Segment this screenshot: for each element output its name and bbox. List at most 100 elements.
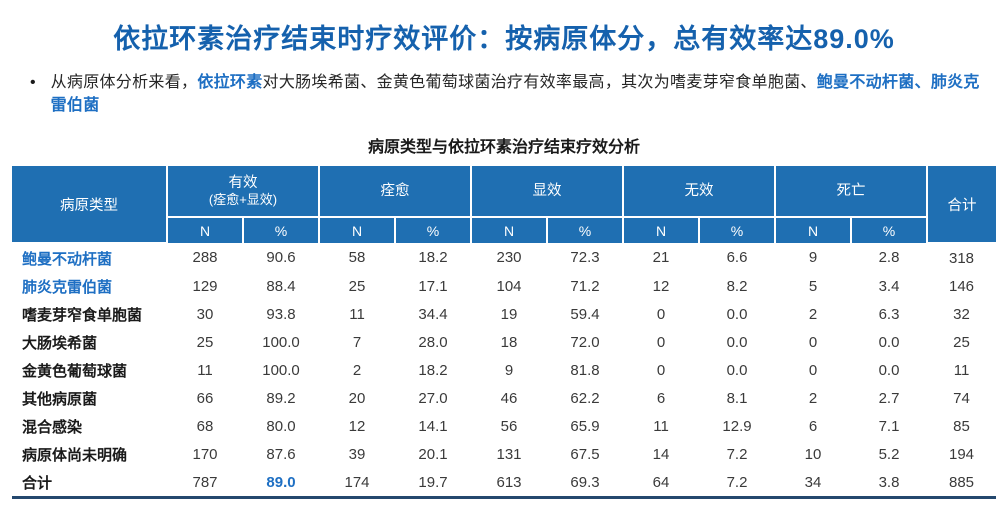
cell-value: 72.3 <box>570 249 600 266</box>
cell-value: 0.0 <box>878 361 900 379</box>
cell-value: 7.2 <box>699 468 776 499</box>
column-header-effective: 有效 (痊愈+显效) <box>165 166 321 217</box>
cell-value: 6.3 <box>878 305 900 323</box>
cell-value: 88.4 <box>266 277 296 295</box>
cell-value: 71.2 <box>570 277 600 295</box>
cell-value: 0 <box>808 333 818 351</box>
cell-value: 7.1 <box>878 417 900 435</box>
cell-value: 87.6 <box>266 445 296 463</box>
column-header-ineffective: 无效 <box>622 166 777 217</box>
subcolumn-pct: % <box>241 216 321 243</box>
pathogen-name: 大肠埃希菌 <box>22 334 98 352</box>
cell-value: 7.2 <box>726 445 748 463</box>
pathogen-name: 鲍曼不动杆菌 <box>22 250 113 268</box>
cell-value: 20 <box>348 389 366 407</box>
header-group-row: 病原类型 有效 (痊愈+显效) 痊愈 显效 无效 死 <box>12 166 997 244</box>
cell-value: 72.0 <box>570 333 600 351</box>
cell-value: 56 <box>500 417 518 435</box>
cell-value: 27.0 <box>418 389 448 407</box>
cell-value: 11 <box>653 417 669 435</box>
cell-value: 90.6 <box>266 249 296 266</box>
cell-value: 100.0 <box>262 333 300 351</box>
group-label: 痊愈 <box>380 183 410 199</box>
cell-value: 7 <box>352 333 362 351</box>
cell-value: 17.1 <box>418 277 448 295</box>
cell-value: 66 <box>196 389 214 407</box>
table-header: 病原类型 有效 (痊愈+显效) 痊愈 显效 无效 死 <box>12 166 997 244</box>
group-label: 有效 <box>228 175 258 191</box>
cell-value: 18 <box>500 333 518 351</box>
cell-value: 0 <box>656 333 666 351</box>
pathogen-name: 嗜麦芽窄食单胞菌 <box>22 306 143 324</box>
table-body: 鲍曼不动杆菌 288 90.6 58 18.2 230 72.3 21 6.6 9 2.8 318 肺炎… <box>12 243 997 499</box>
subcolumn-pct: % <box>394 216 473 243</box>
cell-value: 85 <box>953 417 970 435</box>
cell-value: 80.0 <box>266 417 296 435</box>
cell-value: 2 <box>808 389 818 407</box>
subcolumn-pct: % <box>546 216 625 243</box>
cell-value: 18.2 <box>418 249 448 266</box>
cell-value: 12.9 <box>722 417 752 435</box>
cell-value: 5.2 <box>878 445 900 463</box>
cell-value: 100.0 <box>262 361 300 379</box>
cell-value: 59.4 <box>570 305 600 323</box>
cell-value: 288 <box>192 249 218 266</box>
cell-value: 8.1 <box>726 389 748 407</box>
cell-value: 2 <box>808 305 818 323</box>
subcolumn-n: N <box>318 216 397 243</box>
cell-value: 0.0 <box>726 333 748 351</box>
cell-value: 2.7 <box>878 389 900 407</box>
cell-value: 0.0 <box>726 361 748 379</box>
bullet-segment: 对大肠埃希菌、金黄色葡萄球菌治疗有效率最高，其次为嗜麦芽窄食单胞菌、 <box>262 74 817 91</box>
cell-value: 34.4 <box>418 305 448 323</box>
cell-value: 74 <box>953 389 970 407</box>
cell-value: 131 <box>496 445 522 463</box>
cell-value: 318 <box>949 249 975 267</box>
cell-value: 32 <box>953 305 970 323</box>
cell-value: 11 <box>349 305 365 323</box>
group-label: 显效 <box>532 183 562 199</box>
cell-value: 10 <box>804 445 822 463</box>
cell-value: 194 <box>949 445 975 463</box>
cell-value: 67.5 <box>570 445 600 463</box>
bullet-text: 从病原体分析来看，依拉环素对大肠埃希菌、金黄色葡萄球菌治疗有效率最高，其次为嗜麦… <box>51 71 988 117</box>
cell-value: 787 <box>167 468 243 499</box>
cell-value: 18.2 <box>418 361 448 379</box>
cell-value: 46 <box>500 389 518 407</box>
table-row: 金黄色葡萄球菌 11 100.0 2 18.2 9 81.8 0 0.0 0 0.0 11 <box>12 356 996 384</box>
cell-value: 19 <box>500 305 518 323</box>
cell-value: 65.9 <box>570 417 600 435</box>
subcolumn-n: N <box>622 216 701 243</box>
cell-value: 34 <box>775 468 852 499</box>
column-header-cured: 痊愈 <box>318 166 473 217</box>
cell-value: 2.8 <box>878 249 900 266</box>
header-sub-row: N % N % N % N % N % <box>12 216 996 243</box>
table-row: 嗜麦芽窄食单胞菌 30 93.8 11 34.4 19 59.4 0 0.0 2 6.3 32 <box>12 300 996 328</box>
bullet-point: • 从病原体分析来看，依拉环素对大肠埃希菌、金黄色葡萄球菌治疗有效率最高，其次为… <box>30 71 988 117</box>
cell-value: 104 <box>496 277 522 295</box>
cell-value: 0 <box>656 361 666 379</box>
pathogen-name: 金黄色葡萄球菌 <box>22 362 128 380</box>
cell-value: 14.1 <box>418 417 448 435</box>
cell-value: 28.0 <box>418 333 448 351</box>
cell-value: 39 <box>348 445 366 463</box>
cell-value: 93.8 <box>266 305 296 323</box>
cell-value: 0.0 <box>726 305 748 323</box>
bullet-segment: 鲍曼不动杆菌、肺炎克雷伯菌 <box>50 74 980 114</box>
page-title: 依拉环素治疗结束时疗效评价：按病原体分，总有效率达89.0% <box>113 24 895 54</box>
group-label: 死亡 <box>836 183 866 199</box>
table-row: 鲍曼不动杆菌 288 90.6 58 18.2 230 72.3 21 6.6 9 2.8 318 <box>12 243 996 272</box>
cell-value: 3.4 <box>878 277 900 295</box>
group-label: 无效 <box>684 183 714 199</box>
cell-value: 62.2 <box>570 389 600 407</box>
subcolumn-pct: % <box>698 216 777 243</box>
cell-value: 19.7 <box>395 468 472 499</box>
cell-value: 25 <box>348 277 366 295</box>
column-header-markedly-effective: 显效 <box>470 166 625 217</box>
bullet-segment: 从病原体分析来看， <box>50 74 198 91</box>
pathogen-name: 合计 <box>12 468 167 499</box>
cell-value: 129 <box>192 277 218 295</box>
cell-value: 89.2 <box>266 389 296 407</box>
pathogen-name: 病原体尚未明确 <box>22 446 128 464</box>
